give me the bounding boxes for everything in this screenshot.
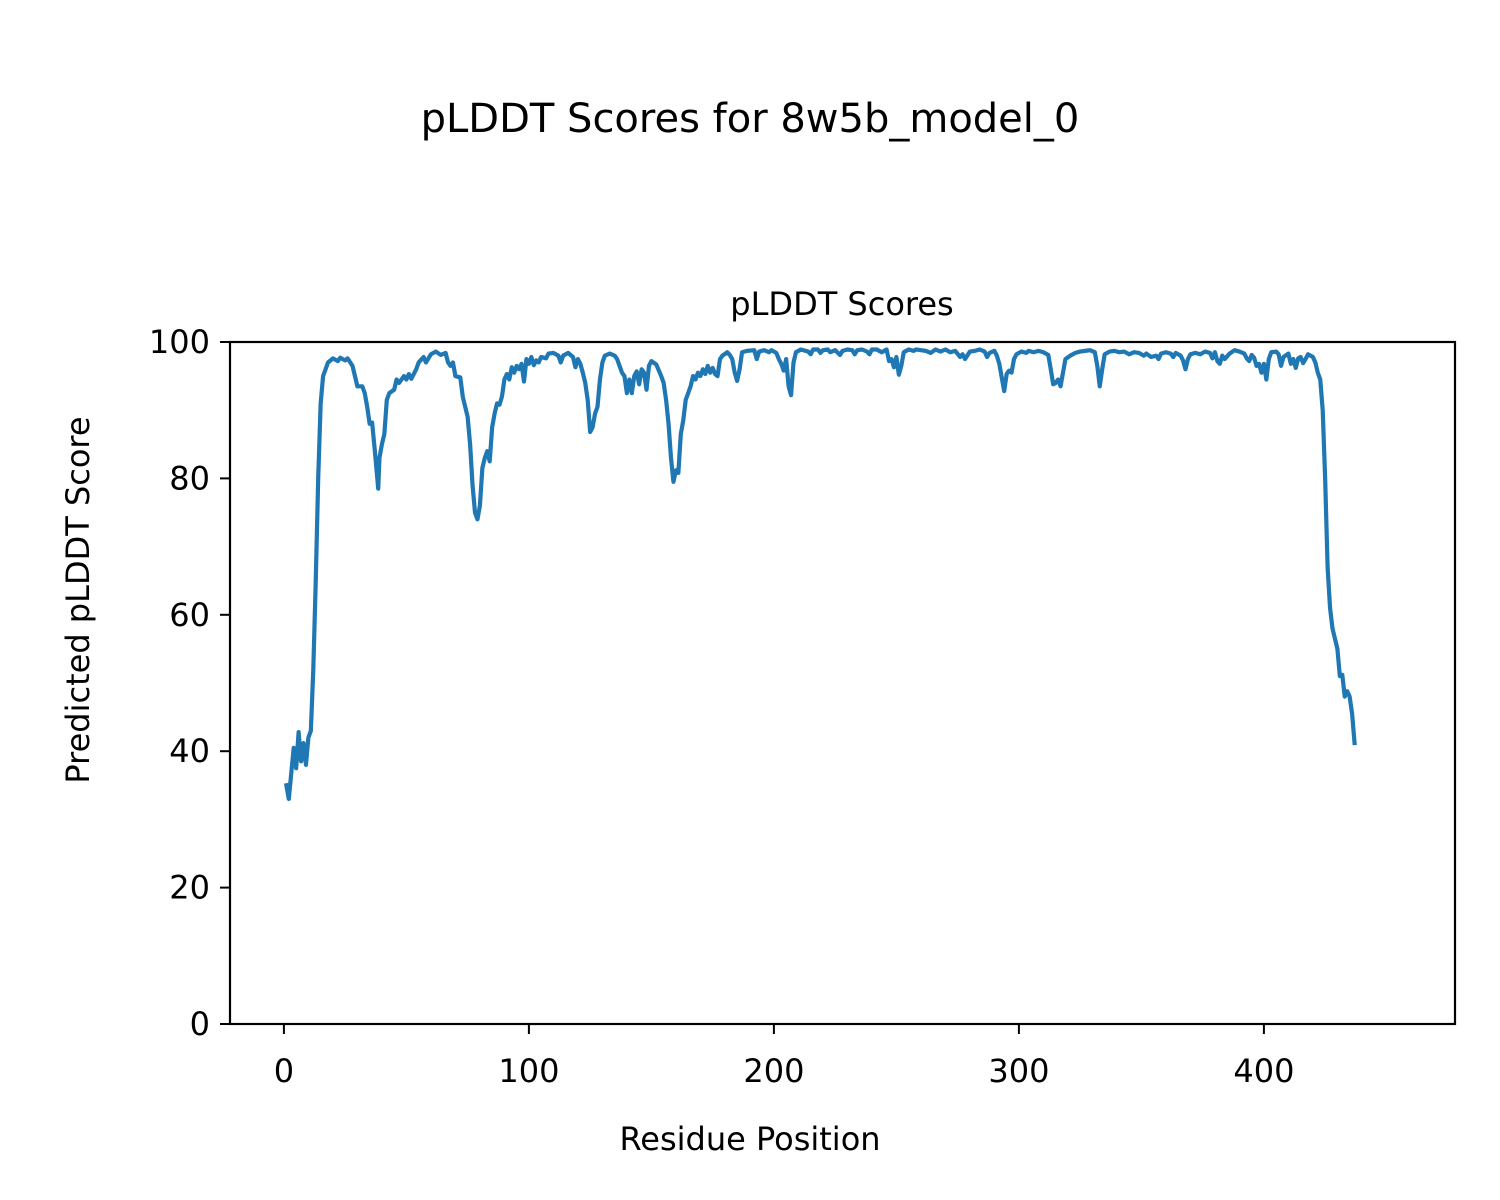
plot-background — [230, 342, 1455, 1024]
figure-title: pLDDT Scores for 8w5b_model_0 — [421, 96, 1080, 142]
y-tick-label: 40 — [169, 732, 210, 770]
axes-frame — [228, 340, 1457, 1026]
series-line — [283, 347, 1357, 802]
x-tick-label: 100 — [498, 1052, 559, 1090]
x-tick-label: 300 — [988, 1052, 1049, 1090]
x-tick-label: 400 — [1233, 1052, 1294, 1090]
x-tick-label: 0 — [274, 1052, 294, 1090]
chart-title: pLDDT Scores — [730, 285, 953, 323]
y-axis-label: Predicted pLDDT Score — [59, 416, 97, 783]
y-tick-label: 60 — [169, 596, 210, 634]
y-tick-label: 80 — [169, 459, 210, 497]
axis-ticks: 0 100 200 300 400 0 20 40 60 80 100 — [149, 323, 1295, 1090]
y-tick-label: 0 — [190, 1005, 210, 1043]
y-tick-label: 20 — [169, 869, 210, 907]
x-tick-label: 200 — [743, 1052, 804, 1090]
series-lines — [283, 347, 1357, 802]
y-tick-label: 100 — [149, 323, 210, 361]
plot-area — [230, 342, 1455, 1024]
x-axis-label: Residue Position — [619, 1120, 880, 1158]
